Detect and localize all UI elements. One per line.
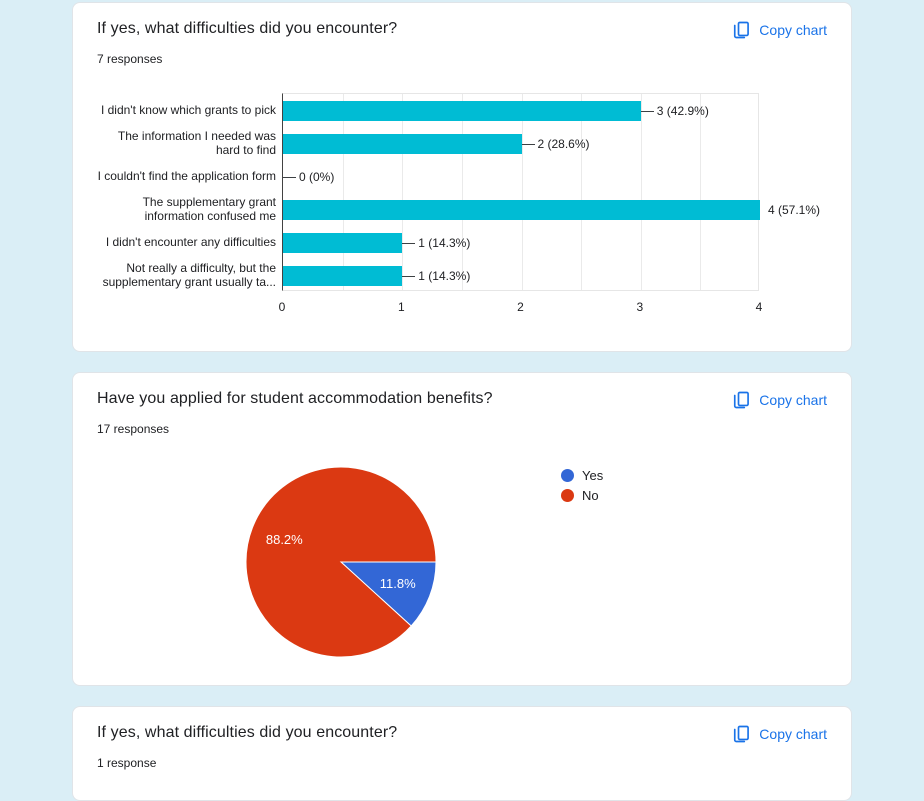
legend-item: Yes bbox=[561, 468, 603, 483]
responses-count: 1 response bbox=[97, 756, 157, 770]
gridline bbox=[640, 94, 642, 290]
pie-percent-label: 88.2% bbox=[266, 532, 303, 547]
legend-color-dot bbox=[561, 489, 574, 502]
pie-svg: 11.8% 88.2% bbox=[245, 466, 437, 658]
chart-card-pie: Have you applied for student accommodati… bbox=[72, 372, 852, 686]
question-title: If yes, what difficulties did you encoun… bbox=[97, 724, 398, 741]
category-label: I didn't know which grants to pick bbox=[100, 102, 276, 117]
legend-color-dot bbox=[561, 469, 574, 482]
pie-slice-no bbox=[245, 466, 437, 658]
question-title: If yes, what difficulties did you encoun… bbox=[97, 20, 398, 37]
x-axis-tick: 2 bbox=[517, 300, 524, 314]
x-axis-tick: 1 bbox=[397, 300, 405, 314]
copy-chart-button[interactable]: Copy chart bbox=[727, 720, 831, 748]
copy-chart-label: Copy chart bbox=[759, 22, 827, 38]
gridline bbox=[461, 94, 463, 290]
gridline bbox=[402, 94, 404, 290]
x-axis-tick: 4 bbox=[755, 300, 763, 314]
pie-slice-yes bbox=[339, 561, 437, 627]
bar-value-label: 4 (57.1%) bbox=[768, 202, 821, 217]
value-connector bbox=[640, 110, 654, 112]
gridline bbox=[700, 94, 702, 290]
bar-chart: 3 (42.9%) 2 (28.6%) 0 (0%) 4 (57.1%) 1 (14.3… bbox=[73, 89, 853, 329]
bar-segment bbox=[283, 199, 760, 220]
bar-value-label: 0 (0%) bbox=[299, 169, 335, 184]
page-background: { "theme": { "page_background": "#daeef6… bbox=[72, 2, 852, 801]
chart-card-bar: If yes, what difficulties did you encoun… bbox=[72, 2, 852, 352]
question-title: Have you applied for student accommodati… bbox=[97, 390, 493, 407]
legend-item: No bbox=[561, 488, 603, 503]
responses-count: 17 responses bbox=[97, 422, 170, 436]
bar-segment bbox=[283, 232, 403, 253]
category-label: I didn't encounter any difficulties bbox=[105, 234, 276, 249]
bar-value-label: 1 (14.3%) bbox=[418, 235, 471, 250]
copy-icon bbox=[734, 391, 750, 409]
pie-chart: 11.8% 88.2% bbox=[241, 462, 441, 662]
value-connector bbox=[283, 176, 296, 178]
copy-chart-label: Copy chart bbox=[759, 726, 827, 742]
category-label: Not really a difficulty, but the supplem… bbox=[102, 260, 276, 289]
x-axis-tick: 0 bbox=[278, 300, 286, 314]
copy-chart-label: Copy chart bbox=[759, 392, 827, 408]
bar-value-label: 2 (28.6%) bbox=[537, 136, 590, 151]
value-connector bbox=[521, 143, 535, 145]
x-axis-tick: 3 bbox=[636, 300, 644, 314]
chart-card-partial: If yes, what difficulties did you encoun… bbox=[72, 706, 852, 801]
pie-legend: Yes No bbox=[561, 468, 603, 508]
gridline bbox=[521, 94, 523, 290]
copy-chart-button[interactable]: Copy chart bbox=[727, 16, 831, 44]
bar-value-label: 3 (42.9%) bbox=[656, 103, 709, 118]
gridline bbox=[581, 94, 583, 290]
bar-segment bbox=[283, 133, 522, 154]
category-label: I couldn't find the application form bbox=[97, 168, 276, 183]
copy-icon bbox=[734, 21, 750, 39]
legend-label: No bbox=[582, 488, 599, 503]
bar-segment bbox=[283, 265, 403, 286]
copy-icon bbox=[734, 725, 750, 743]
category-label: The supplementary grant information conf… bbox=[142, 194, 276, 223]
bar-plot-area: 3 (42.9%) 2 (28.6%) 0 (0%) 4 (57.1%) 1 (14.3… bbox=[282, 93, 820, 291]
bar-segment bbox=[283, 100, 641, 121]
category-label: The information I needed was hard to fin… bbox=[117, 128, 276, 157]
pie-percent-label: 11.8% bbox=[380, 576, 416, 591]
value-connector bbox=[402, 242, 416, 244]
gridline bbox=[342, 94, 344, 290]
responses-count: 7 responses bbox=[97, 52, 163, 66]
value-connector bbox=[402, 275, 416, 277]
copy-chart-button[interactable]: Copy chart bbox=[727, 386, 831, 414]
legend-label: Yes bbox=[582, 468, 604, 483]
bar-value-label: 1 (14.3%) bbox=[418, 268, 471, 283]
